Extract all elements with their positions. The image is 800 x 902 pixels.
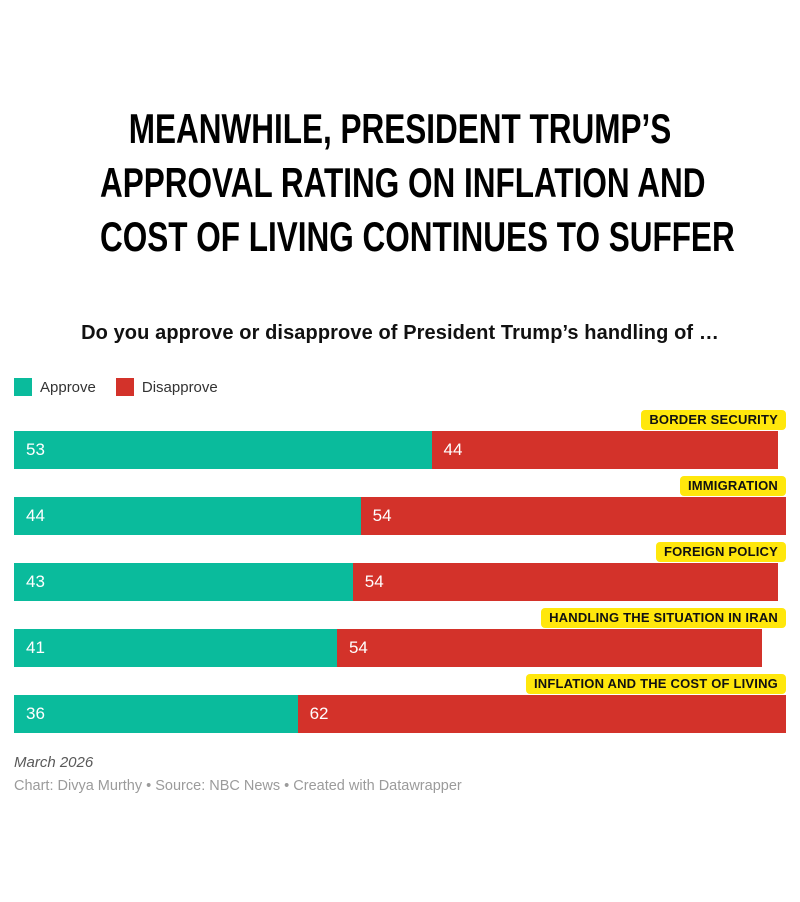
legend-label-disapprove: Disapprove <box>141 378 218 396</box>
category-label-row: HANDLING THE SITUATION IN IRAN <box>14 608 786 628</box>
approve-value-label: 41 <box>26 638 45 657</box>
title-line-3: COST OF LIVING CONTINUES TO SUFFER <box>100 213 735 260</box>
disapprove-bar-segment: 54 <box>352 563 779 601</box>
disapprove-value-label: 54 <box>364 572 384 591</box>
title-line-1: MEANWHILE, PRESIDENT TRUMP’S <box>128 105 672 152</box>
title-line-2: APPROVAL RATING ON INFLATION AND <box>100 159 706 206</box>
chart-footer: March 2026 Chart: Divya Murthy • Source:… <box>14 754 786 794</box>
category-label: FOREIGN POLICY <box>655 542 786 562</box>
disapprove-value-label: 54 <box>372 506 392 525</box>
category-label: HANDLING THE SITUATION IN IRAN <box>541 608 786 628</box>
chart-canvas: MEANWHILE, PRESIDENT TRUMP’S APPROVAL RA… <box>0 102 800 902</box>
disapprove-bar-segment: 44 <box>431 431 779 469</box>
chart-title: MEANWHILE, PRESIDENT TRUMP’S APPROVAL RA… <box>0 102 800 264</box>
approve-bar-segment: 36 <box>14 695 298 733</box>
category-label-row: BORDER SECURITY <box>14 410 786 430</box>
disapprove-value-label: 54 <box>348 638 368 657</box>
bar-row: IMMIGRATION 44 54 <box>14 476 786 535</box>
bar-track: 36 62 <box>14 695 786 733</box>
bar-row: HANDLING THE SITUATION IN IRAN 41 54 <box>14 608 786 667</box>
disapprove-bar-segment: 54 <box>336 629 763 667</box>
approve-value-label: 36 <box>26 704 45 723</box>
legend-item-approve: Approve <box>14 378 96 396</box>
category-label: INFLATION AND THE COST OF LIVING <box>526 674 786 694</box>
category-label-row: FOREIGN POLICY <box>14 542 786 562</box>
approve-value-label: 53 <box>26 440 45 459</box>
category-label: IMMIGRATION <box>679 476 786 496</box>
bar-track: 41 54 <box>14 629 786 667</box>
approve-bar-segment: 41 <box>14 629 337 667</box>
approve-value-label: 43 <box>26 572 45 591</box>
bar-rows: BORDER SECURITY 53 44 IMMIGRATION 44 <box>14 410 786 733</box>
approve-bar-segment: 44 <box>14 497 361 535</box>
chart-subtitle: Do you approve or disapprove of Presiden… <box>81 322 719 344</box>
legend-item-disapprove: Disapprove <box>115 378 218 396</box>
bar-track: 44 54 <box>14 497 786 535</box>
disapprove-value-label: 62 <box>309 704 329 723</box>
disapprove-value-label: 44 <box>443 440 463 459</box>
disapprove-swatch-icon <box>115 378 134 396</box>
bar-row: INFLATION AND THE COST OF LIVING 36 62 <box>14 674 786 733</box>
category-label-row: IMMIGRATION <box>14 476 786 496</box>
disapprove-bar-segment: 62 <box>297 695 786 733</box>
bar-row: BORDER SECURITY 53 44 <box>14 410 786 469</box>
legend: Approve Disapprove <box>14 378 786 396</box>
approve-bar-segment: 43 <box>14 563 353 601</box>
approve-value-label: 44 <box>26 506 45 525</box>
bar-track: 53 44 <box>14 431 786 469</box>
category-label-row: INFLATION AND THE COST OF LIVING <box>14 674 786 694</box>
category-label: BORDER SECURITY <box>641 410 786 430</box>
bar-row: FOREIGN POLICY 43 54 <box>14 542 786 601</box>
footer-date: March 2026 <box>14 754 94 771</box>
approve-swatch-icon <box>14 378 32 396</box>
legend-label-approve: Approve <box>40 378 96 396</box>
footer-credit: Chart: Divya Murthy • Source: NBC News •… <box>14 778 462 794</box>
disapprove-bar-segment: 54 <box>360 497 786 535</box>
bar-track: 43 54 <box>14 563 786 601</box>
approve-bar-segment: 53 <box>14 431 432 469</box>
